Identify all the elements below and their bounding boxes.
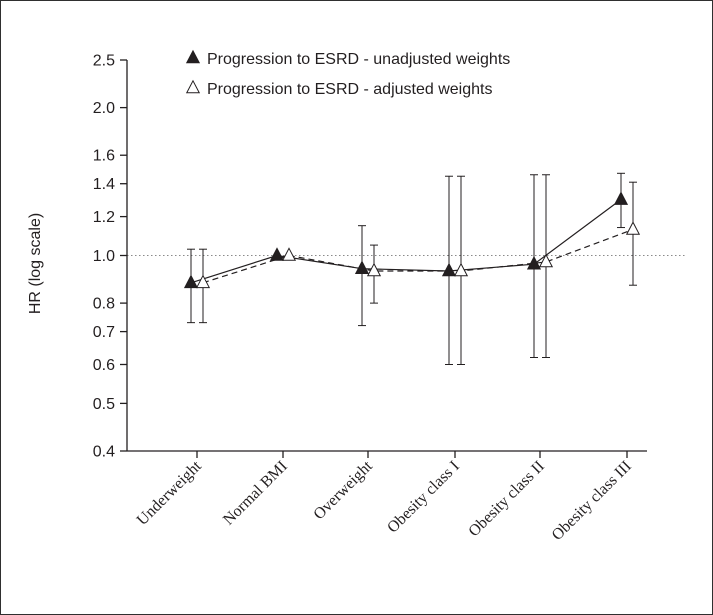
data-point-marker [627, 222, 640, 234]
y-tick-label: 1.0 [93, 248, 115, 265]
y-tick-label: 1.2 [93, 209, 115, 226]
x-tick-label: Underweight [134, 457, 205, 528]
x-tick-label: Obesity class III [549, 458, 635, 544]
y-tick-label: 0.7 [93, 324, 115, 341]
y-ticks: 0.4 0.5 0.6 0.7 0.8 1.0 1.2 1.4 1.6 2.0 2.5 [93, 53, 127, 461]
x-tick-label: Normal BMI [220, 458, 291, 529]
x-tick-label: Obesity class I [384, 458, 463, 537]
data-point-marker [443, 264, 456, 276]
y-tick-label: 0.8 [93, 296, 115, 313]
data-point-marker [615, 192, 628, 204]
y-tick-label: 0.4 [93, 444, 115, 461]
y-tick-label: 2.5 [93, 53, 115, 70]
series-group [185, 173, 640, 364]
x-ticks: Underweight Normal BMI Overweight Obesity c… [134, 451, 635, 544]
y-tick-label: 1.4 [93, 176, 115, 193]
series-unadjusted [185, 173, 628, 364]
data-point-marker [283, 248, 296, 260]
y-tick-label: 2.0 [93, 100, 115, 117]
series-line [191, 200, 621, 283]
y-tick-label: 0.5 [93, 396, 115, 413]
legend-label-unadjusted: Progression to ESRD - unadjusted weights [207, 51, 510, 68]
legend: Progression to ESRD - unadjusted weights… [187, 51, 511, 98]
x-tick-label: Overweight [310, 457, 376, 523]
y-tick-label: 0.6 [93, 357, 115, 374]
x-tick-label: Obesity class II [465, 458, 547, 540]
series-line [203, 229, 633, 282]
legend-marker-filled-triangle [187, 51, 200, 63]
legend-label-adjusted: Progression to ESRD - adjusted weights [207, 81, 492, 98]
y-axis-title: HR (log scale) [27, 213, 44, 314]
legend-marker-open-triangle [187, 81, 200, 93]
y-tick-label: 1.6 [93, 148, 115, 165]
